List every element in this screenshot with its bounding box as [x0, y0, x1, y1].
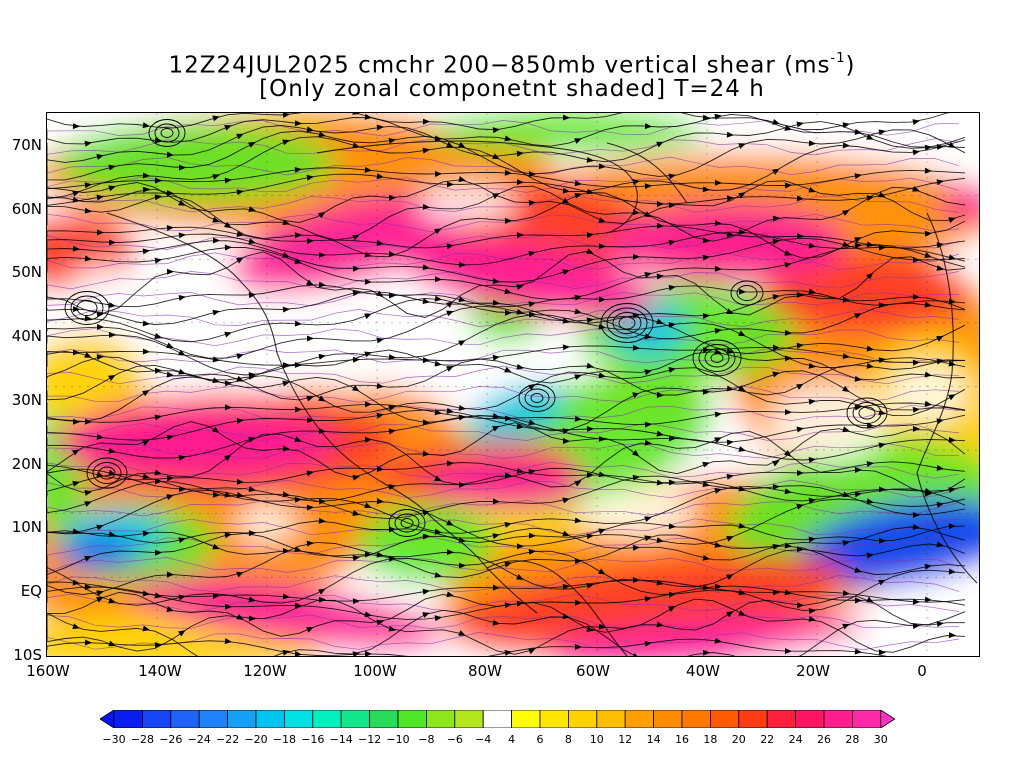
title-main-text: 12Z24JUL2025 cmchr 200−850mb vertical sh…: [168, 52, 831, 79]
colorbar-high-arrow: [880, 710, 896, 728]
lat-label: 50N: [11, 263, 42, 281]
colorbar-swatch: [113, 710, 143, 728]
colorbar-low-arrow: [100, 710, 115, 728]
colorbar-swatch: [312, 710, 342, 728]
lon-label: 0: [917, 662, 927, 680]
colorbar-swatch: [539, 710, 569, 728]
colorbar-tick-label: −20: [244, 733, 268, 746]
colorbar-tick-label: −10: [386, 733, 410, 746]
lon-label: 100W: [353, 662, 397, 680]
coastline-layer: [47, 113, 979, 656]
colorbar-tick-label: 10: [589, 733, 604, 746]
colorbar-swatch: [766, 710, 797, 728]
colorbar-swatch: [738, 710, 768, 728]
colorbar-swatch: [852, 710, 882, 728]
lat-label: 70N: [11, 136, 42, 154]
contour-layer: [47, 120, 960, 651]
lat-label: 40N: [11, 327, 42, 345]
colorbar-tick-label: 24: [788, 733, 803, 746]
colorbar-swatch: [511, 710, 541, 728]
title-line-1: 12Z24JUL2025 cmchr 200−850mb vertical sh…: [0, 48, 1024, 79]
colorbar-tick-label: 4: [508, 733, 516, 746]
lat-label: EQ: [20, 582, 42, 600]
colorbar-swatch: [482, 710, 513, 728]
lon-label: 60W: [576, 662, 610, 680]
title-line-2: [Only zonal componetnt shaded] T=24 h: [259, 76, 765, 102]
lat-label: 20N: [11, 455, 42, 473]
title-unit-exponent: -1: [830, 51, 846, 66]
colorbar-swatch: [142, 710, 172, 728]
shading-layer: [47, 113, 979, 656]
colorbar-tick-label: −30: [102, 733, 126, 746]
lon-label: 120W: [243, 662, 287, 680]
lon-label: 20W: [796, 662, 830, 680]
colorbar-tick-label: 8: [564, 733, 572, 746]
map-canvas: [47, 113, 979, 656]
colorbar-swatch: [567, 710, 598, 728]
lon-label: 80W: [468, 662, 502, 680]
colorbar-swatch: [454, 710, 484, 728]
lat-label: 30N: [11, 391, 42, 409]
colorbar-tick-label: 28: [845, 733, 860, 746]
colorbar-tick-label: −26: [159, 733, 183, 746]
colorbar-tick-label: 14: [646, 733, 661, 746]
colorbar-tick-label: 22: [760, 733, 775, 746]
colorbar-swatch: [340, 710, 370, 728]
colorbar-tick-label: 18: [703, 733, 718, 746]
colorbar-tick-label: −18: [272, 733, 296, 746]
lat-label: 10N: [11, 518, 42, 536]
colorbar-swatch: [795, 710, 825, 728]
colorbar-swatch: [369, 710, 399, 728]
colorbar-tick-label: −6: [446, 733, 463, 746]
lon-label: 140W: [138, 662, 182, 680]
colorbar-tick-label: 26: [817, 733, 831, 746]
streamline-layer: [47, 113, 966, 656]
colorbar-tick-label: −14: [329, 733, 353, 746]
colorbar-swatch: [283, 710, 314, 728]
colorbar-tick-label: −28: [130, 733, 154, 746]
colorbar-tick-label: 6: [536, 733, 544, 746]
colorbar-tick-label: −8: [418, 733, 435, 746]
lon-label: 160W: [26, 662, 70, 680]
colorbar-swatch: [425, 710, 456, 728]
colorbar-swatch: [710, 710, 740, 728]
colorbar-swatch: [653, 710, 683, 728]
colorbar-swatch: [397, 710, 427, 728]
colorbar-tick-label: 20: [731, 733, 746, 746]
colorbar-tick-label: 16: [675, 733, 689, 746]
colorbar-tick-label: −12: [357, 733, 382, 746]
colorbar: [100, 710, 896, 728]
colorbar-swatch: [198, 710, 228, 728]
colorbar-swatch: [681, 710, 711, 728]
colorbar-swatch: [823, 710, 853, 728]
colorbar-tick-label: −24: [187, 733, 211, 746]
lat-label: 60N: [11, 200, 42, 218]
lon-label: 40W: [686, 662, 720, 680]
title-closing-paren: ): [845, 52, 856, 79]
colorbar-tick-label: −22: [215, 733, 240, 746]
colorbar-swatch: [227, 710, 257, 728]
colorbar-swatch: [624, 710, 655, 728]
colorbar-swatch: [170, 710, 200, 728]
colorbar-tick-label: 30: [873, 733, 888, 746]
colorbar-swatch: [596, 710, 626, 728]
lat-label: 10S: [13, 646, 42, 664]
colorbar-tick-label: −4: [475, 733, 492, 746]
colorbar-tick-label: 12: [618, 733, 633, 746]
shear-map: [46, 112, 980, 657]
colorbar-swatch: [255, 710, 285, 728]
colorbar-tick-label: −16: [301, 733, 325, 746]
